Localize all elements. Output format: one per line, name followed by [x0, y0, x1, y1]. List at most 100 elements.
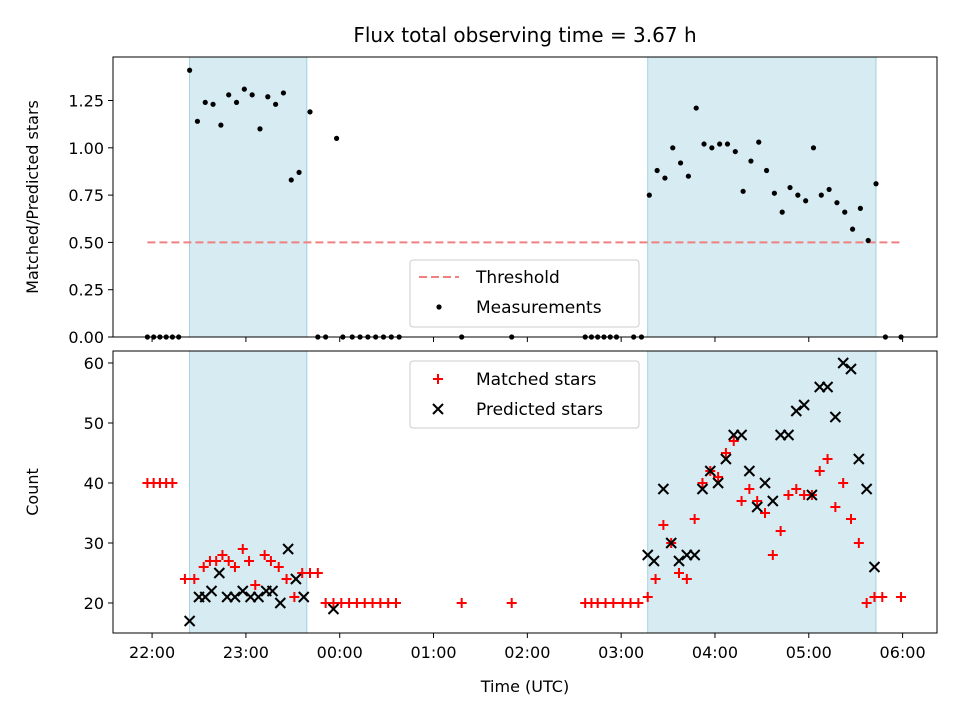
matched-star-point: [265, 556, 276, 566]
matched-star-point: [791, 484, 802, 494]
matched-star-point: [433, 374, 443, 384]
predicted-star-point: [743, 465, 756, 477]
x-tick-label: 06:00: [880, 643, 926, 662]
cross-b: [767, 495, 779, 507]
legend-measurements-label: Measurements: [476, 298, 602, 318]
matched-star-point: [506, 598, 517, 608]
matched-star-point: [179, 574, 190, 584]
cross-b: [704, 465, 716, 477]
y-tick-label: 0.50: [68, 233, 104, 252]
measurement-point: [724, 141, 731, 147]
measurement-point: [662, 175, 668, 181]
cross-b: [657, 483, 670, 495]
predicted-star-point: [790, 405, 802, 417]
cross-b: [868, 561, 881, 573]
matched-star-point: [674, 568, 685, 578]
measurement-point: [265, 94, 271, 100]
y-tick-label: 0.25: [68, 281, 104, 300]
matched-star-point: [744, 484, 755, 494]
predicted-star-point: [712, 477, 724, 489]
measurement-point: [233, 99, 240, 106]
matched-star-point: [259, 550, 270, 560]
measurement-point: [763, 167, 770, 174]
legend-matched-label: Matched stars: [476, 370, 596, 390]
cross-b: [237, 585, 249, 597]
predicted-star-point: [266, 585, 279, 597]
predicted-star-point: [759, 477, 771, 489]
predicted-star-point: [806, 489, 818, 501]
matched-star-point: [728, 436, 739, 446]
predicted-star-point: [829, 411, 842, 423]
measurement-point: [226, 92, 232, 98]
predicted-star-point: [751, 501, 763, 513]
predicted-star-point: [205, 585, 218, 597]
legend-bottom: Matched stars Predicted stars: [409, 360, 640, 429]
predicted-star-point: [229, 591, 241, 603]
measurement-point: [677, 160, 684, 166]
measurement-point: [241, 86, 247, 92]
cross-b: [743, 465, 756, 477]
cross-b: [735, 429, 748, 441]
cross-b: [642, 549, 654, 561]
predicted-star-point: [290, 573, 302, 585]
measurement-point: [273, 101, 279, 107]
shaded-interval: [647, 350, 877, 634]
measurement-point: [257, 126, 263, 132]
cross-b: [790, 405, 802, 417]
y-tick-label: 0.75: [68, 186, 104, 205]
top-axes-frame: [112, 56, 938, 338]
matched-star-point: [877, 592, 888, 602]
matched-star-point: [273, 562, 284, 572]
cross-b: [860, 483, 873, 495]
predicted-star-point: [720, 453, 732, 465]
predicted-star-point: [282, 543, 294, 555]
measurement-point: [779, 209, 785, 215]
y-tick-label: 0.00: [68, 328, 104, 347]
predicted-star-point: [688, 549, 701, 561]
matched-star-point: [658, 520, 669, 530]
predicted-star-point: [868, 561, 881, 573]
cross-b: [782, 429, 795, 441]
cross-b: [665, 537, 677, 549]
cross-b: [290, 573, 302, 585]
measurement-point: [210, 101, 216, 107]
measurement-point: [771, 190, 777, 196]
cross-b: [229, 591, 241, 603]
cross-b: [213, 567, 226, 579]
matched-star-point: [853, 538, 864, 548]
measurement-point: [685, 173, 691, 179]
matched-star-point: [312, 568, 323, 578]
cross-b: [821, 381, 834, 393]
measurement-point: [717, 141, 723, 147]
cross-b: [853, 453, 865, 465]
chart-title: Flux total observing time = 3.67 h: [353, 23, 696, 47]
matched-star-point: [198, 562, 209, 572]
matched-star-point: [281, 574, 292, 584]
measurement-point: [249, 92, 255, 98]
cross-b: [648, 555, 660, 567]
measurement-point: [670, 145, 676, 151]
measurement-point: [849, 226, 856, 232]
predicted-star-point: [252, 591, 265, 603]
predicted-star-point: [183, 615, 196, 627]
matched-star-point: [391, 598, 402, 608]
matched-star-point: [814, 466, 825, 476]
matched-star-point: [189, 574, 200, 584]
cross-b: [252, 591, 265, 603]
predicted-star-point: [274, 597, 287, 609]
predicted-star-point: [837, 357, 849, 369]
predicted-star-point: [767, 495, 779, 507]
cross-b: [266, 585, 279, 597]
matched-star-point: [822, 454, 833, 464]
predicted-star-point: [798, 399, 810, 411]
matched-star-point: [608, 598, 619, 608]
predicted-star-point: [782, 429, 795, 441]
measurement-point: [709, 145, 715, 151]
matched-star-point: [289, 592, 300, 602]
measurement-point: [218, 122, 224, 128]
x-tick-label: 04:00: [692, 643, 738, 662]
legend-top: Threshold Measurements: [409, 259, 640, 328]
legend-predicted-label: Predicted stars: [476, 400, 603, 420]
x-tick-label: 01:00: [410, 643, 456, 662]
cross-b: [688, 549, 701, 561]
